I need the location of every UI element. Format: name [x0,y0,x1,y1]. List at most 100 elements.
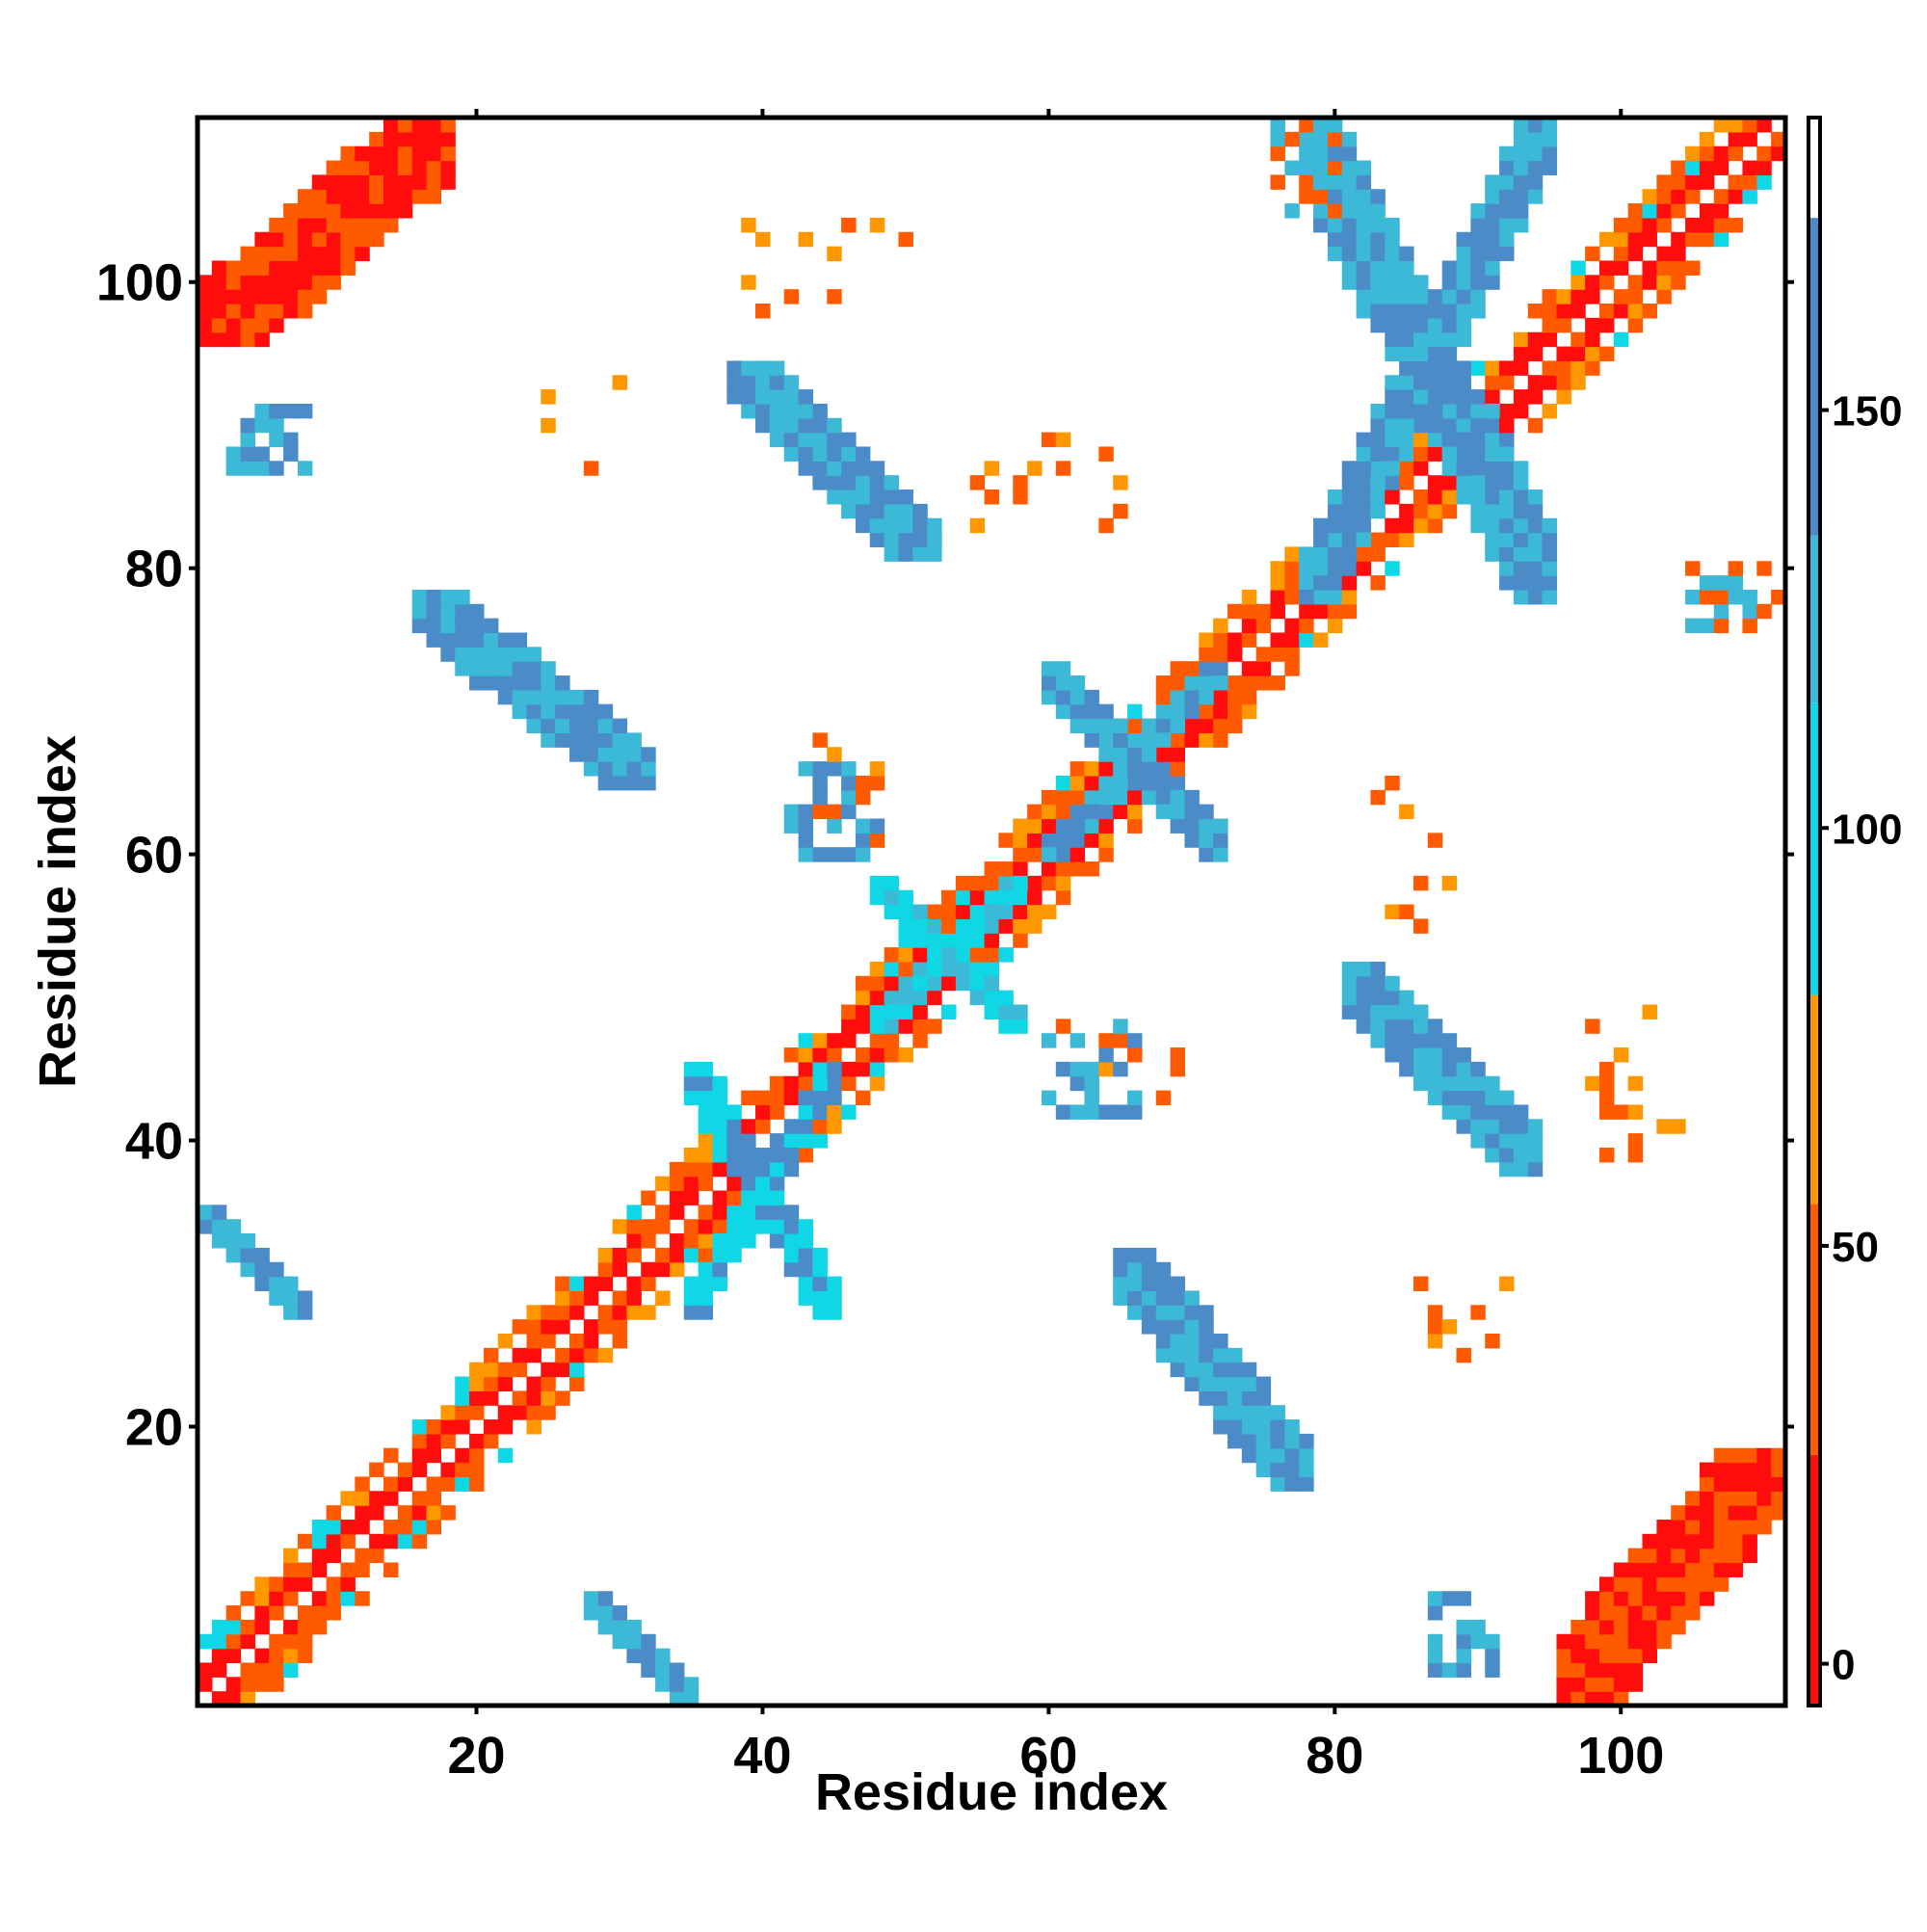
heatmap-cell [641,1261,656,1278]
heatmap-cell [1598,275,1615,290]
heatmap-cell [1113,1061,1128,1077]
heatmap-cell [1155,1276,1172,1292]
heatmap-cell [1485,1648,1500,1664]
heatmap-cell [698,1090,714,1106]
heatmap-cell [311,1591,328,1606]
heatmap-cell [1585,331,1600,348]
heatmap-cell [1412,517,1429,534]
heatmap-cell [1627,1075,1644,1092]
heatmap-cell [783,446,800,462]
heatmap-cell [1385,775,1400,791]
heatmap-cell [225,1677,242,1692]
heatmap-cell [1199,689,1214,705]
heatmap-cell [1155,1333,1172,1349]
heatmap-cell [254,1605,270,1621]
heatmap-cell [469,603,485,620]
heatmap-cell [755,417,771,434]
heatmap-cell [1771,589,1786,605]
heatmap-cell [1370,432,1386,448]
heatmap-cell [1542,331,1558,348]
heatmap-cell [440,618,456,634]
heatmap-cell [1069,833,1086,848]
heatmap-cell [254,331,270,348]
heatmap-cell [1441,304,1458,319]
heatmap-cell [1055,675,1071,691]
heatmap-cell [812,1290,828,1306]
heatmap-cell [1728,1519,1744,1535]
heatmap-cell [1456,461,1471,476]
heatmap-cell [1627,1633,1644,1650]
heatmap-cell [1199,1390,1214,1406]
heatmap-cell [1441,1662,1458,1678]
heatmap-cell [1385,346,1400,361]
heatmap-cell [1356,975,1372,992]
heatmap-cell [769,403,785,419]
heatmap-cell [211,1233,227,1249]
heatmap-cell [1499,1090,1515,1106]
heatmap-cell [283,403,299,419]
heatmap-cell [297,1605,313,1621]
heatmap-cell [1656,1519,1672,1535]
heatmap-cell [1542,160,1558,175]
heatmap-cell [1542,131,1558,147]
heatmap-cell [440,1476,456,1492]
heatmap-cell [440,647,456,662]
heatmap-cell [1671,174,1686,190]
heatmap-cell [1499,360,1515,376]
heatmap-cell [1356,532,1372,548]
heatmap-cell [1313,131,1329,147]
heatmap-cell [1627,289,1644,304]
heatmap-cell [1513,217,1529,233]
heatmap-cell [555,675,570,691]
heatmap-cell [798,446,814,462]
heatmap-cell [741,1119,756,1134]
heatmap-cell [1571,275,1586,290]
heatmap-cell [1084,789,1099,806]
heatmap-cell [1155,703,1172,720]
heatmap-cell [411,1462,428,1478]
heatmap-cell [1485,432,1500,448]
heatmap-cell [512,675,528,691]
heatmap-cell [1299,160,1314,175]
heatmap-cell [597,1591,614,1606]
heatmap-cell [1027,833,1043,848]
heatmap-cell [1141,1247,1157,1263]
heatmap-cell [340,1562,356,1577]
heatmap-cell [1441,403,1458,419]
heatmap-cell [1485,461,1500,476]
heatmap-cell [1556,1633,1571,1650]
heatmap-cell [469,1405,485,1420]
heatmap-cell [1313,561,1329,576]
heatmap-cell [884,904,900,920]
heatmap-cell [340,1491,356,1506]
heatmap-cell [1742,1548,1757,1564]
heatmap-cell [1485,1633,1500,1650]
heatmap-cell [1656,174,1672,190]
heatmap-cell [1427,432,1443,448]
heatmap-cell [1728,575,1744,591]
heatmap-cell [1656,289,1672,304]
heatmap-cell [1356,461,1372,476]
heatmap-cell [612,1633,628,1650]
heatmap-cell [1055,861,1071,877]
heatmap-cell [1399,990,1414,1006]
heatmap-cell [455,618,470,634]
heatmap-cell [198,289,213,304]
heatmap-cell [1713,217,1729,233]
heatmap-cell [755,389,771,405]
heatmap-cell [597,703,614,720]
heatmap-cell [269,217,284,233]
heatmap-cell [1642,1562,1657,1577]
heatmap-cell [1227,1433,1243,1449]
heatmap-cell [1771,1505,1786,1521]
heatmap-cell [269,289,284,304]
heatmap-cell [1399,446,1414,462]
heatmap-cell [1399,403,1414,419]
heatmap-cell [1728,1476,1744,1492]
heatmap-cell [1155,1090,1172,1106]
heatmap-cell [240,446,255,462]
heatmap-cell [1069,804,1086,820]
heatmap-cell [297,403,313,419]
heatmap-cell [297,1633,313,1650]
heatmap-cell [869,818,885,834]
